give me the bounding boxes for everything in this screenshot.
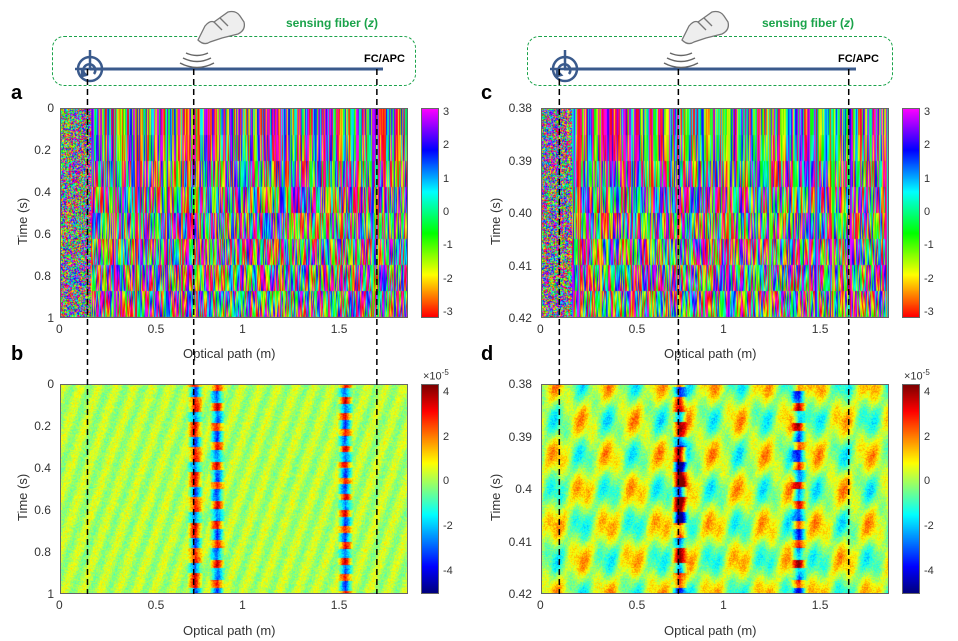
- colorbar-d: [902, 384, 920, 594]
- panel-letter-a: a: [11, 82, 23, 104]
- panel-letter-d: d: [481, 343, 494, 365]
- colorbar-tick: -1: [924, 239, 934, 252]
- y-tick-label: 0.38: [508, 101, 532, 115]
- colorbar-tick: 3: [443, 105, 450, 118]
- colorbar-tick: -1: [443, 239, 453, 252]
- x-tick-label: 0: [56, 322, 63, 336]
- colorbar-tick: 1: [924, 172, 931, 185]
- y-tick-label: 0.6: [34, 227, 51, 241]
- colorbar-tick: 2: [443, 430, 450, 443]
- y-tick-label: 0.41: [508, 534, 532, 549]
- panel-letter-c: c: [481, 82, 493, 104]
- colorbar-tick: 3: [924, 105, 931, 118]
- colorbar-tick: 2: [443, 139, 450, 152]
- x-tick-label: 1: [720, 598, 727, 612]
- colorbar-exponent-b: ×10-5: [423, 368, 449, 383]
- panel-letter-b: b: [11, 343, 24, 365]
- schematic-box-left: [52, 36, 416, 86]
- y-tick-label: 0.4: [515, 482, 532, 496]
- y-tick-label: 0.39: [508, 429, 532, 444]
- y-tick-label: 0.8: [34, 545, 51, 559]
- y-tick-label: 0.40: [508, 206, 532, 220]
- x-tick-label: 0.5: [147, 598, 165, 612]
- colorbar-tick: -3: [443, 306, 453, 319]
- y-tick-label: 0.8: [34, 269, 51, 283]
- y-tick-label: 0.2: [34, 143, 51, 157]
- x-tick-label: 1.5: [330, 322, 348, 336]
- colorbar-tick: 2: [924, 139, 931, 152]
- heatmap-a: [60, 108, 408, 318]
- circulator-icon: [75, 50, 105, 83]
- colorbar-tick: -2: [443, 519, 453, 532]
- x-tick-label: 1: [239, 598, 246, 612]
- colorbar-tick: 0: [443, 206, 450, 218]
- y-tick-label: 1: [47, 311, 55, 325]
- hand-pointer-icon: [681, 10, 730, 45]
- y-tick-label: 0.42: [508, 587, 532, 601]
- x-tick-label: 1.5: [811, 322, 829, 336]
- y-tick-label: 0: [47, 101, 55, 115]
- x-tick-label: 1: [720, 322, 727, 336]
- xlabel-c: Optical path (m): [664, 346, 757, 361]
- y-tick-label: 0: [47, 377, 55, 391]
- colorbar-b: [421, 384, 439, 594]
- vibration-waves-icon: [663, 52, 699, 69]
- x-tick-label: 0: [537, 598, 544, 612]
- xlabel-d: Optical path (m): [664, 623, 757, 638]
- x-tick-label: 0.5: [628, 322, 646, 336]
- connector-label-right: FC/APC: [838, 53, 879, 65]
- sensing-fiber-label-right: sensing fiber (z): [762, 16, 855, 30]
- xlabel-b: Optical path (m): [183, 623, 276, 638]
- y-tick-label: 0.6: [34, 503, 51, 517]
- colorbar-tick: -2: [924, 272, 934, 285]
- x-tick-label: 0.5: [147, 322, 165, 336]
- x-tick-label: 1: [239, 322, 246, 336]
- colorbar-c: [902, 108, 920, 318]
- y-tick-label: 0.4: [34, 185, 51, 199]
- x-tick-label: 0: [56, 598, 63, 612]
- colorbar-a: [421, 108, 439, 318]
- colorbar-tick: 0: [924, 206, 931, 218]
- x-tick-label: 0.5: [628, 598, 646, 612]
- x-tick-label: 1.5: [811, 598, 829, 612]
- colorbar-exponent-d: ×10-5: [904, 368, 930, 383]
- colorbar-tick: -2: [443, 272, 453, 285]
- vibration-waves-icon: [179, 52, 215, 69]
- sensing-fiber-label-left: sensing fiber (z): [286, 16, 379, 30]
- y-tick-label: 0.42: [508, 311, 532, 325]
- colorbar-tick: -3: [924, 306, 934, 319]
- hand-pointer-icon: [197, 10, 246, 45]
- y-tick-label: 0.39: [508, 153, 532, 168]
- colorbar-tick: 0: [443, 475, 450, 488]
- colorbar-tick: -4: [443, 564, 453, 577]
- heatmap-c: [541, 108, 889, 318]
- y-tick-label: 0.4: [34, 461, 51, 475]
- colorbar-tick: 0: [924, 475, 931, 488]
- x-tick-label: 1.5: [330, 598, 348, 612]
- xlabel-a: Optical path (m): [183, 346, 276, 361]
- colorbar-tick: 4: [443, 385, 450, 398]
- circulator-icon: [550, 50, 580, 83]
- colorbar-tick: 2: [924, 430, 931, 443]
- colorbar-tick: -2: [924, 519, 934, 532]
- x-tick-label: 0: [537, 322, 544, 336]
- heatmap-b: [60, 384, 408, 594]
- colorbar-tick: 4: [924, 385, 931, 398]
- colorbar-tick: 1: [443, 172, 450, 185]
- y-tick-label: 0.38: [508, 377, 532, 391]
- colorbar-tick: -4: [924, 564, 934, 577]
- connector-label-left: FC/APC: [364, 53, 405, 65]
- y-tick-label: 1: [47, 587, 55, 601]
- y-tick-label: 0.41: [508, 258, 532, 273]
- y-tick-label: 0.2: [34, 419, 51, 433]
- heatmap-d: [541, 384, 889, 594]
